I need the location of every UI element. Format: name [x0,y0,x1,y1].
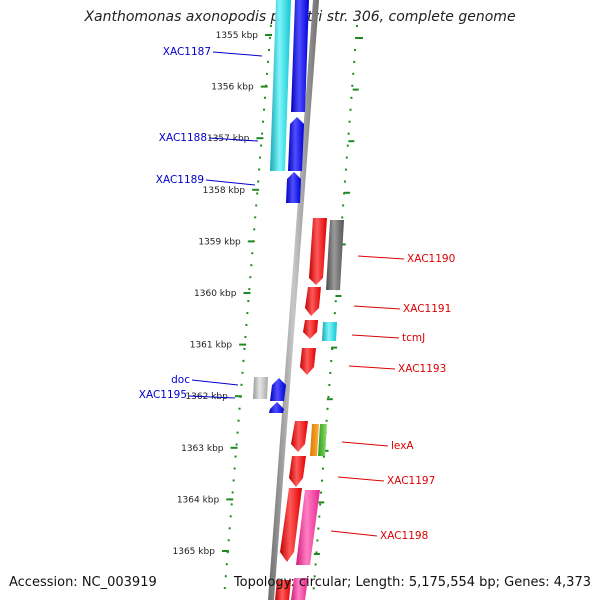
gene-label-leader [337,476,385,482]
gene-label-leader [205,179,256,186]
gene-label-xac1198[interactable]: XAC1198 [380,530,428,542]
gene-label-leader [188,395,236,399]
gene-label-leader [353,305,401,310]
kbp-tick-label: 1355 kbp [216,31,259,41]
gene-feature-bottom-red [275,580,291,600]
gene-feature-cyan [270,0,291,171]
right-dotted-track [312,24,358,599]
right-strand-features [275,218,344,600]
left-dotted-track [223,24,272,599]
gene-label-leader [212,51,263,57]
kbp-tick-label: 1356 kbp [211,83,254,93]
gene-label-xac1188[interactable]: XAC1188 [159,132,207,144]
accession-label: Accession: NC_003919 [9,575,157,590]
gene-feature-xac1193 [300,348,316,375]
gene-feature-tcmj [303,320,318,339]
gene-label-doc[interactable]: doc [171,374,190,386]
topology-label: Topology: circular; Length: 5,175,554 bp… [233,575,591,590]
gene-label-leader [330,530,378,537]
kbp-tick-label: 1361 kbp [190,341,233,351]
gene-label-leader [191,379,239,386]
gene-feature-xac1187 [291,0,309,112]
gene-feature-xac1198-pink [296,490,320,565]
gene-feature-gray-block [326,220,344,290]
gene-label-xac1197[interactable]: XAC1197 [387,475,435,487]
gene-feature-lexa-green [318,424,327,456]
gene-feature-xac1190 [309,218,327,285]
gene-label-xac1190[interactable]: XAC1190 [407,253,455,265]
kbp-tick-label: 1365 kbp [173,547,216,557]
kbp-tick-label: 1360 kbp [194,289,237,299]
gene-feature-doc [270,378,286,401]
gene-label-xac1191[interactable]: XAC1191 [403,303,451,315]
gene-feature-xac1189 [286,172,301,203]
gene-feature-doc-gray [253,377,268,399]
gene-feature-tcmj-cyan [322,322,337,341]
genome-backbone [268,0,319,600]
gene-label-xac1187[interactable]: XAC1187 [163,46,211,58]
left-strand-features [253,0,309,413]
gene-feature-xac1188 [288,117,304,171]
gene-feature-xac1197 [289,456,306,487]
gene-feature-xac1195 [269,402,284,413]
gene-label-tcmj[interactable]: tcmJ [402,332,425,344]
gene-feature-lexa [291,421,308,452]
kbp-tick-label: 1363 kbp [181,444,224,454]
gene-label-xac1195[interactable]: XAC1195 [139,389,187,401]
gene-label-xac1189[interactable]: XAC1189 [156,174,204,186]
kbp-tick-label: 1359 kbp [198,237,241,247]
gene-label-lexa[interactable]: lexA [391,440,414,452]
gene-label-leader [348,365,396,370]
gene-label-leader [351,334,400,339]
gene-feature-xac1191 [305,287,321,316]
gene-label-xac1193[interactable]: XAC1193 [398,363,446,375]
kbp-tick-label: 1358 kbp [203,186,246,196]
gene-label-leader [208,137,259,142]
kbp-tick-label: 1364 kbp [177,495,220,505]
gene-feature-lexa-orange [310,424,319,456]
gene-label-leader [357,255,405,260]
gene-feature-xac1198 [280,488,302,562]
gene-label-leader [341,441,389,447]
gene-feature-bottom-pink [291,578,308,600]
